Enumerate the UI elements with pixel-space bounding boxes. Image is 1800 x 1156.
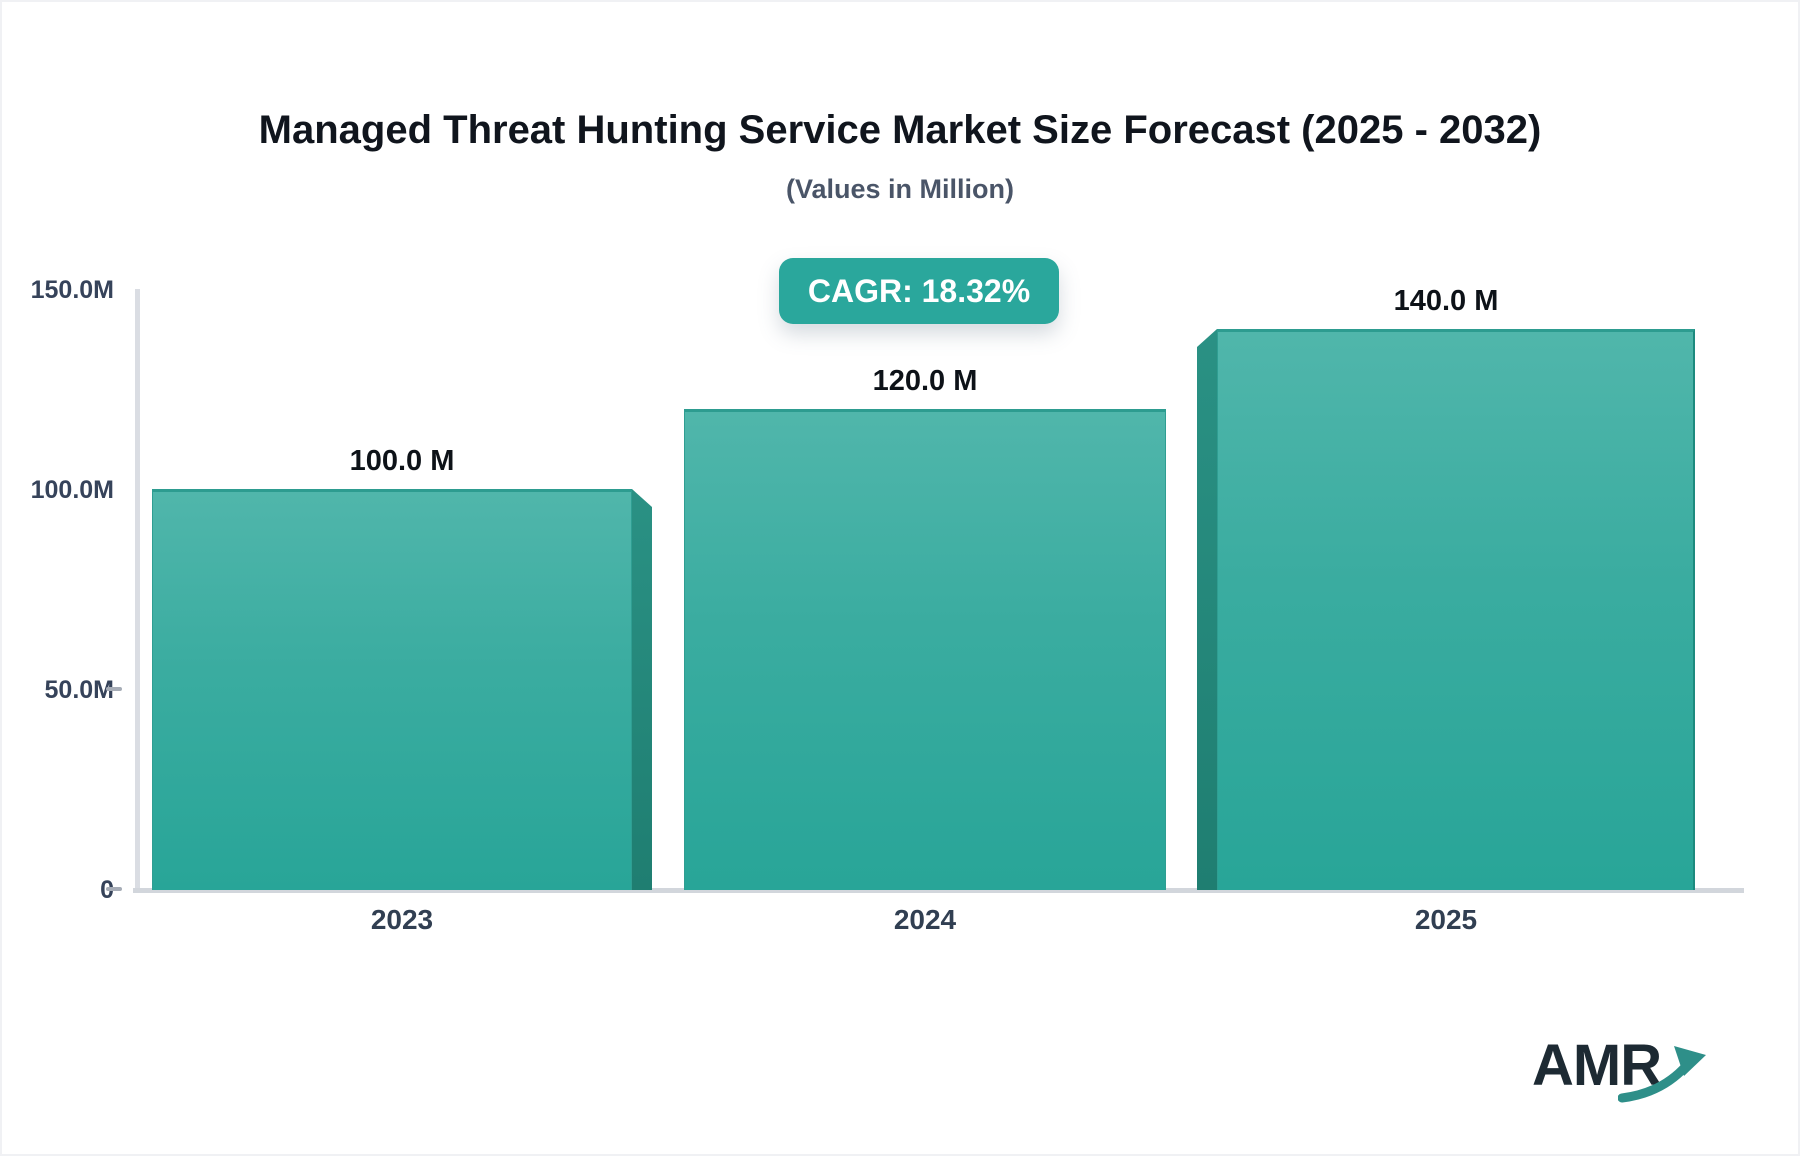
bar-group-2025: 140.0 M 2025 [1197,2,1695,1154]
bar-value-label: 140.0 M [1393,285,1499,317]
bar-2024 [684,409,1166,890]
y-tick-150: 150.0M [30,276,114,304]
y-tick-mark-50 [106,687,122,691]
y-axis-line [135,289,140,890]
y-tick-50: 50.0M [44,676,114,704]
bar-group-2023: 100.0 M 2023 [152,2,652,1154]
bar-2025-side-face [1197,329,1217,890]
cagr-badge: CAGR: 18.32% [779,258,1059,324]
y-tick-0: 0 [2,876,114,905]
chart-subtitle: (Values in Million) [785,174,1015,204]
y-tick-mark-0 [106,887,122,891]
bar-2023 [152,489,632,890]
growth-arrow-icon [1618,1046,1706,1103]
x-axis-line [133,888,1744,893]
bar-value-label: 100.0 M [349,445,455,477]
chart-title: Managed Threat Hunting Service Market Si… [258,108,1542,152]
bar-2025 [1217,329,1695,890]
cagr-badge-label: CAGR: 18.32% [807,272,1031,309]
amr-logo-text: AMR [1532,1033,1662,1098]
amr-logo: AMR [1522,1020,1752,1120]
x-axis-label-2024: 2024 [893,904,957,935]
y-tick-100: 100.0M [30,476,114,504]
bar-value-label: 120.0 M [872,365,978,397]
bar-2023-side-face [632,489,652,890]
x-axis-label-2025: 2025 [1414,904,1478,935]
bar-group-2024: 120.0 M 2024 [684,2,1166,1154]
x-axis-label-2023: 2023 [370,904,434,935]
